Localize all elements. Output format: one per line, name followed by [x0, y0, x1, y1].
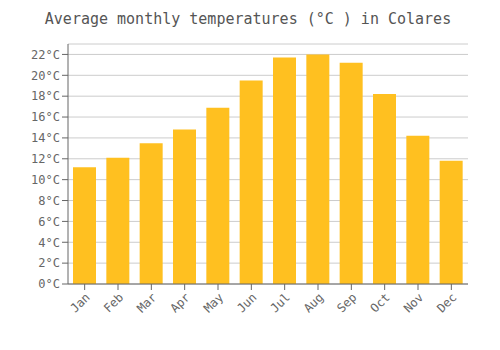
svg-text:10°C: 10°C — [31, 173, 60, 187]
svg-text:16°C: 16°C — [31, 110, 60, 124]
svg-text:Nov: Nov — [401, 290, 426, 315]
svg-text:Sep: Sep — [334, 290, 359, 315]
svg-text:8°C: 8°C — [38, 194, 60, 208]
svg-text:Aug: Aug — [301, 290, 326, 315]
svg-text:May: May — [201, 290, 226, 315]
svg-text:0°C: 0°C — [38, 277, 60, 291]
svg-text:Feb: Feb — [101, 290, 126, 315]
svg-text:18°C: 18°C — [31, 89, 60, 103]
svg-text:22°C: 22°C — [31, 48, 60, 62]
svg-text:6°C: 6°C — [38, 215, 60, 229]
svg-text:Jan: Jan — [68, 290, 93, 315]
svg-text:Apr: Apr — [168, 290, 193, 315]
svg-text:12°C: 12°C — [31, 152, 60, 166]
svg-text:2°C: 2°C — [38, 256, 60, 270]
svg-text:Dec: Dec — [434, 290, 459, 315]
svg-text:20°C: 20°C — [31, 69, 60, 83]
html-text:Average monthly temperatures (: Average monthly temperatures (°C ) in Co… — [44, 10, 452, 28]
svg-text:Jul: Jul — [268, 290, 293, 315]
svg-text:Mar: Mar — [134, 290, 159, 315]
svg-text:14°C: 14°C — [31, 131, 60, 145]
svg-text:4°C: 4°C — [38, 236, 60, 250]
svg-text:Jun: Jun — [234, 290, 259, 315]
svg-text:Oct: Oct — [368, 290, 393, 315]
